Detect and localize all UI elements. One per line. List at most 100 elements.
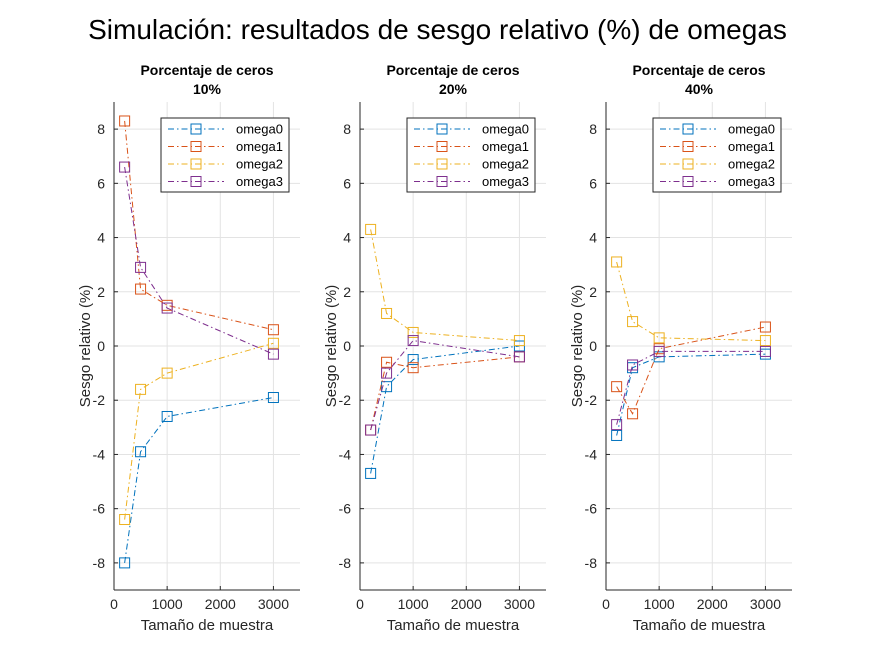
- data-point-omega3: [381, 367, 393, 379]
- series-line-omega2: [370, 229, 520, 342]
- data-point-omega1: [119, 115, 131, 127]
- series-line-omega0: [124, 397, 274, 563]
- legend: omega0 omega1 omega2 omega3: [160, 117, 290, 193]
- data-point-omega0: [381, 381, 393, 393]
- x-tick-label: 2000: [451, 596, 482, 612]
- y-tick-label: -4: [339, 446, 352, 462]
- series-line-omega1: [616, 326, 766, 415]
- data-point-omega1: [627, 408, 639, 420]
- x-tick-label: 1000: [152, 596, 183, 612]
- y-tick-label: -2: [339, 392, 352, 408]
- y-tick-label: 8: [343, 121, 351, 137]
- legend-label: omega0: [236, 122, 283, 137]
- y-tick-label: 4: [97, 230, 105, 246]
- y-tick-label: -2: [93, 392, 106, 408]
- legend-label: omega0: [482, 122, 529, 137]
- series-line-omega1: [124, 120, 274, 331]
- data-point-omega0: [161, 410, 173, 422]
- y-tick-label: 8: [589, 121, 597, 137]
- legend-marker: [190, 123, 202, 135]
- y-tick-label: -8: [585, 555, 598, 571]
- legend-label: omega1: [482, 139, 529, 154]
- y-tick-label: 8: [97, 121, 105, 137]
- y-tick-label: -6: [585, 501, 598, 517]
- legend-marker: [682, 176, 694, 187]
- data-point-omega3: [653, 345, 665, 357]
- x-tick-label: 0: [110, 596, 118, 612]
- data-point-omega2: [381, 307, 393, 319]
- data-point-omega3: [513, 351, 525, 363]
- legend-label: omega0: [728, 122, 775, 137]
- series-line-omega0: [370, 345, 520, 474]
- data-point-omega2: [513, 335, 525, 347]
- data-point-omega2: [611, 256, 623, 268]
- x-tick-label: 3000: [258, 596, 289, 612]
- legend-marker: [190, 141, 202, 152]
- series-line-omega1: [370, 356, 520, 431]
- x-tick-label: 3000: [504, 596, 535, 612]
- y-tick-label: -8: [339, 555, 352, 571]
- subplot-title: Porcentaje de ceros: [386, 62, 519, 78]
- data-point-omega0: [267, 392, 279, 404]
- data-point-omega1: [407, 362, 419, 374]
- data-point-omega0: [365, 467, 377, 479]
- data-point-omega0: [407, 354, 419, 366]
- data-point-omega2: [365, 223, 377, 235]
- data-point-omega3: [759, 345, 771, 357]
- x-tick-label: 3000: [750, 596, 781, 612]
- legend-label: omega2: [482, 157, 529, 172]
- series-line-omega2: [124, 342, 274, 520]
- legend-marker: [682, 158, 694, 170]
- y-tick-label: -6: [339, 501, 352, 517]
- y-tick-label: -8: [93, 555, 106, 571]
- data-point-omega2: [653, 332, 665, 344]
- y-axis-label: Sesgo relativo (%): [77, 285, 94, 408]
- legend-box: [406, 117, 536, 193]
- x-tick-label: 1000: [644, 596, 675, 612]
- data-point-omega2: [135, 383, 147, 395]
- data-point-omega0: [119, 557, 131, 569]
- data-point-omega0: [611, 429, 623, 441]
- legend: omega0 omega1 omega2 omega3: [406, 117, 536, 193]
- x-axis-label: Tamaño de muestra: [141, 617, 274, 634]
- subplot-2: 0 1000 2000 3000 -8 -6 -4 -2 0 2 4 6 8 Porcentaje de …: [323, 62, 546, 634]
- data-point-omega2: [267, 337, 279, 349]
- subplot-subtitle: 20%: [439, 81, 468, 97]
- data-point-omega3: [407, 335, 419, 347]
- legend-marker: [436, 141, 448, 152]
- y-axis-label: Sesgo relativo (%): [569, 285, 586, 408]
- data-point-omega2: [119, 514, 131, 526]
- subplot-title: Porcentaje de ceros: [140, 62, 273, 78]
- x-axis-label: Tamaño de muestra: [387, 617, 520, 634]
- data-point-omega3: [267, 348, 279, 360]
- legend: omega0 omega1 omega2 omega3: [652, 117, 782, 193]
- data-point-omega0: [135, 446, 147, 458]
- y-axis-label: Sesgo relativo (%): [323, 285, 340, 408]
- legend-marker: [190, 176, 202, 187]
- legend-label: omega2: [236, 157, 283, 172]
- legend-label: omega1: [236, 139, 283, 154]
- subplot-1: 0 1000 2000 3000 -8 -6 -4 -2 0 2 4 6 8 Porcentaje de …: [77, 62, 300, 634]
- y-tick-label: -2: [585, 392, 598, 408]
- legend-box: [160, 117, 290, 193]
- y-tick-label: 2: [343, 284, 351, 300]
- y-tick-label: -6: [93, 501, 106, 517]
- data-point-omega1: [611, 381, 623, 393]
- data-point-omega2: [161, 367, 173, 379]
- legend-label: omega1: [728, 139, 775, 154]
- data-point-omega3: [627, 359, 639, 371]
- y-tick-label: 2: [589, 284, 597, 300]
- data-point-omega1: [135, 283, 147, 295]
- x-axis-label: Tamaño de muestra: [633, 617, 766, 634]
- legend-marker: [436, 123, 448, 135]
- series-line-omega3: [616, 350, 766, 425]
- y-tick-label: -4: [93, 446, 106, 462]
- series-line-omega2: [616, 261, 766, 342]
- y-tick-label: 6: [343, 175, 351, 191]
- data-point-omega1: [267, 324, 279, 336]
- legend-marker: [436, 158, 448, 170]
- legend-label: omega3: [482, 174, 529, 189]
- y-tick-label: 6: [589, 175, 597, 191]
- subplot-title: Porcentaje de ceros: [632, 62, 765, 78]
